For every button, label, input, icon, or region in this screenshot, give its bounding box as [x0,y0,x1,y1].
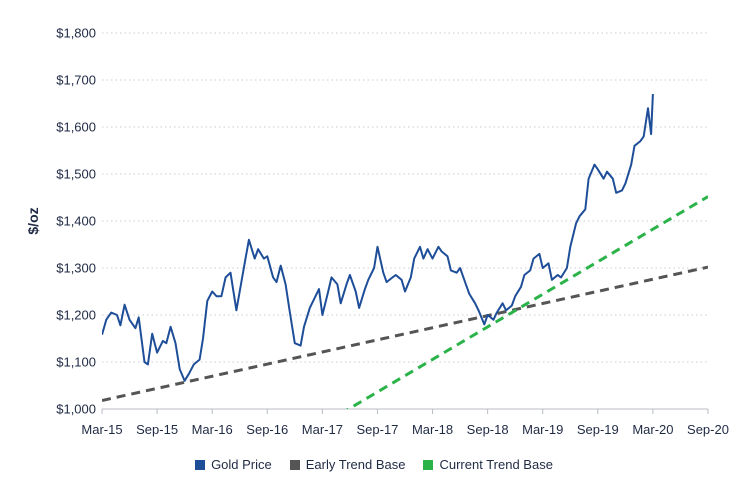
legend-item-early-trend-base: Early Trend Base [289,457,406,472]
series-line-early-trend-base [102,265,708,402]
y-tick-label: $1,800 [56,26,96,41]
x-tick-label: Sep-20 [687,422,729,437]
y-tick-label: $1,400 [56,214,96,229]
y-tick-label: $1,200 [56,308,96,323]
legend-label: Early Trend Base [305,457,406,472]
legend-label: Gold Price [211,457,272,472]
series-line-gold-price [102,94,654,382]
legend: Gold Price Early Trend Base Current Tren… [0,457,748,472]
legend-swatch-early-trend-base [289,459,300,470]
x-tick-label: Sep-17 [356,422,398,437]
x-tick-label: Sep-18 [467,422,509,437]
y-axis-title: $/oz [25,207,41,234]
x-tick-label: Mar-20 [632,422,673,437]
x-tick-label: Mar-19 [522,422,563,437]
y-tick-label: $1,000 [56,402,96,417]
x-tick-label: Mar-18 [412,422,453,437]
x-tick-label: Mar-17 [302,422,343,437]
gridlines [102,32,708,363]
x-tick-label: Sep-15 [136,422,178,437]
legend-item-current-trend-base: Current Trend Base [423,457,553,472]
x-tick-label: Mar-16 [192,422,233,437]
x-tick-label: Mar-15 [81,422,122,437]
y-tick-label: $1,600 [56,120,96,135]
legend-swatch-current-trend-base [423,459,434,470]
y-tick-label: $1,500 [56,167,96,182]
y-tick-label: $1,100 [56,355,96,370]
legend-swatch-gold-price [195,459,206,470]
y-axis: $1,000 $1,100 $1,200 $1,300 $1,400 $1,500 $1,6… [56,26,96,417]
series-lines [102,94,708,409]
x-tick-label: Sep-16 [246,422,288,437]
legend-label: Current Trend Base [439,457,553,472]
y-tick-label: $1,300 [56,261,96,276]
series-line-current-trend-base [345,195,708,409]
legend-item-gold-price: Gold Price [195,457,272,472]
y-tick-label: $1,700 [56,73,96,88]
x-axis: Mar-15 Sep-15 Mar-16 Sep-16 Mar-17 Sep-17 Mar-… [81,408,729,437]
x-tick-label: Sep-19 [577,422,619,437]
